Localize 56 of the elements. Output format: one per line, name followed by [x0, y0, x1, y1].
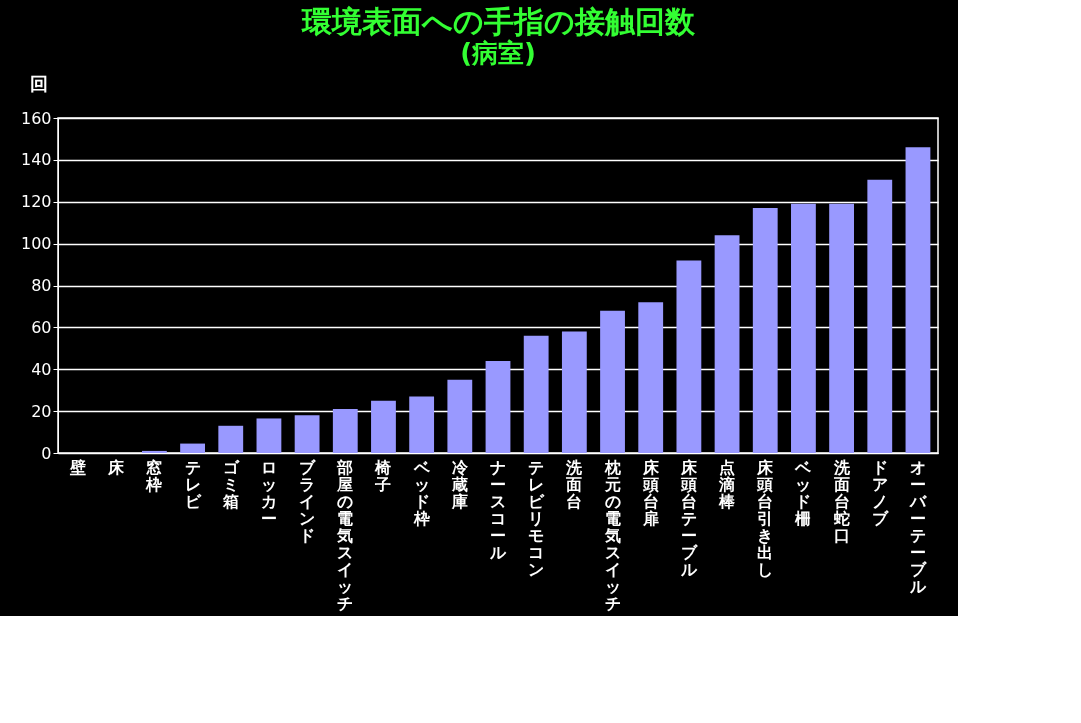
bar — [447, 379, 473, 453]
y-tick-label: 20 — [31, 401, 52, 421]
x-tick-label: 床頭台引き出し — [756, 457, 775, 579]
x-tick-label: ブラインド — [299, 457, 317, 545]
x-tick-label: オーバーテーブル — [908, 457, 927, 596]
bar — [561, 331, 587, 453]
x-tick-label: テレビリモコン — [528, 457, 546, 579]
chart-subtitle: (病室) — [460, 38, 536, 68]
y-axis-title: 回 — [29, 72, 48, 94]
bar — [409, 396, 435, 453]
y-tick-label: 40 — [31, 359, 52, 379]
bar — [332, 409, 358, 453]
bar — [905, 147, 931, 453]
bar — [791, 203, 816, 453]
bar — [180, 443, 205, 453]
y-tick-label: 100 — [20, 234, 52, 254]
x-tick-label: 壁 — [69, 457, 87, 477]
bar — [294, 415, 320, 453]
x-tick-label: 洗面台蛇口 — [832, 457, 851, 545]
bar — [867, 179, 893, 453]
x-tick-label: 冷蔵庫 — [450, 457, 469, 511]
category-label: 枕元の電気スイッチ — [604, 457, 621, 613]
x-tick-label: 窓枠 — [145, 457, 163, 494]
x-tick-label: ロッカー — [260, 457, 277, 528]
x-tick-label: 椅子 — [374, 457, 392, 494]
x-tick-label: 床頭台テーブル — [679, 457, 698, 579]
category-label: 部屋の電気スイッチ — [337, 457, 354, 613]
y-tick-label: 160 — [20, 108, 52, 128]
bar — [141, 450, 167, 453]
bar — [523, 335, 549, 453]
x-tick-label: ナースコール — [489, 457, 507, 562]
bar — [600, 310, 625, 453]
y-tick-label: 120 — [20, 192, 52, 212]
bar — [676, 260, 702, 453]
bar — [256, 418, 282, 453]
x-tick-label: 床頭台扉 — [641, 457, 660, 528]
y-tick-label: 80 — [31, 276, 52, 295]
x-tick-label: ベッド枠 — [412, 457, 431, 528]
x-tick-label: 点滴棒 — [718, 457, 737, 511]
bar — [752, 208, 778, 453]
y-tick-label: 0 — [41, 443, 52, 463]
bar — [638, 302, 664, 453]
bar — [218, 425, 244, 453]
chart-title: 環境表面への手指の接触回数 — [300, 4, 696, 39]
x-tick-label: 洗面台 — [565, 457, 584, 511]
bar — [371, 400, 396, 453]
x-tick-label: ゴミ箱 — [221, 457, 240, 511]
x-tick-label: テレビ — [184, 457, 202, 511]
x-tick-label: 床 — [107, 457, 126, 477]
bar — [829, 203, 855, 453]
bar — [714, 235, 740, 453]
bar — [485, 360, 511, 453]
y-tick-label: 60 — [31, 317, 52, 337]
x-tick-label: ドアノブ — [871, 457, 889, 528]
x-tick-label: ベッド柵 — [794, 457, 813, 528]
y-tick-label: 140 — [20, 150, 52, 170]
